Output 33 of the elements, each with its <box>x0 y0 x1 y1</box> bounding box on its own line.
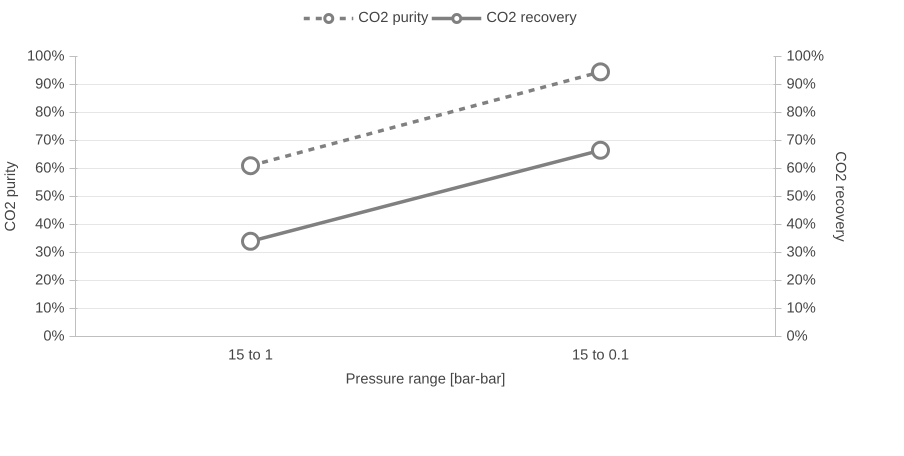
y-axis-title: CO2 purity <box>3 160 20 232</box>
point <box>241 156 260 176</box>
y-tick-label: 70% <box>35 132 65 148</box>
x-tick-label: 15 to 1 <box>228 348 273 364</box>
y-tick-label: 0% <box>43 328 65 344</box>
y2-tick-label: 100% <box>786 48 824 64</box>
point <box>591 140 610 160</box>
legend-label: CO2 recovery <box>486 10 577 26</box>
y-tick-label: 60% <box>35 160 65 176</box>
y2-tick-label: 90% <box>786 76 816 92</box>
y-tick-label: 90% <box>35 76 65 92</box>
legend-label: CO2 purity <box>358 10 428 26</box>
y-tick-label: 30% <box>35 244 65 260</box>
y2-tick-label: 20% <box>786 272 816 288</box>
y-tick-label: 10% <box>35 300 65 316</box>
y-tick-label: 50% <box>35 188 65 204</box>
y2-tick-label: 60% <box>786 160 816 176</box>
y2-tick-label: 0% <box>786 328 808 344</box>
y-tick-label: 100% <box>27 48 65 64</box>
y2-tick-label: 50% <box>786 188 816 204</box>
point <box>241 232 260 251</box>
y2-tick-label: 40% <box>786 216 816 232</box>
x-axis-title: Pressure range [bar-bar] <box>346 372 506 388</box>
y2-tick-label: 10% <box>786 300 816 316</box>
y-tick-label: 20% <box>35 272 65 288</box>
y2-tick-label: 80% <box>786 104 816 120</box>
y-tick-label: 40% <box>35 216 65 232</box>
y2-tick-label: 70% <box>786 132 816 148</box>
point <box>591 62 610 82</box>
x-tick-label: 15 to 0.1 <box>572 348 630 364</box>
y2-axis-title: CO2 recovery <box>832 151 848 242</box>
y2-tick-label: 30% <box>786 244 816 260</box>
y-tick-label: 80% <box>35 104 65 120</box>
